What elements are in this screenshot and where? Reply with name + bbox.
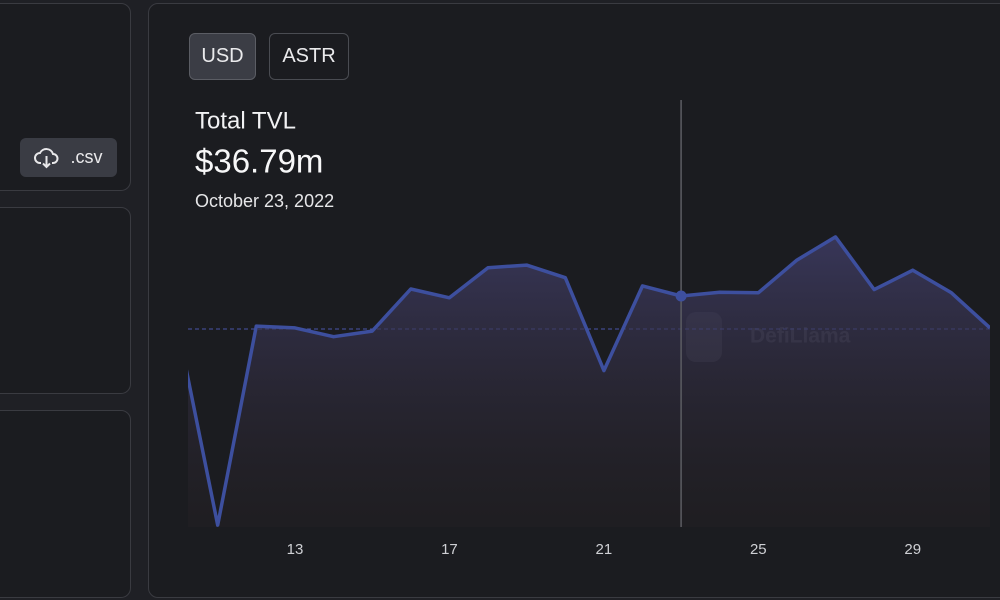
csv-button[interactable]: .csv (20, 138, 117, 177)
side-panel (0, 207, 131, 394)
download-icon (34, 147, 59, 168)
currency-button[interactable]: USD (189, 33, 256, 80)
currency-button[interactable]: ASTR (269, 33, 349, 80)
chart-panel (148, 3, 1000, 598)
side-panel (0, 410, 131, 598)
csv-label: .csv (70, 147, 103, 167)
